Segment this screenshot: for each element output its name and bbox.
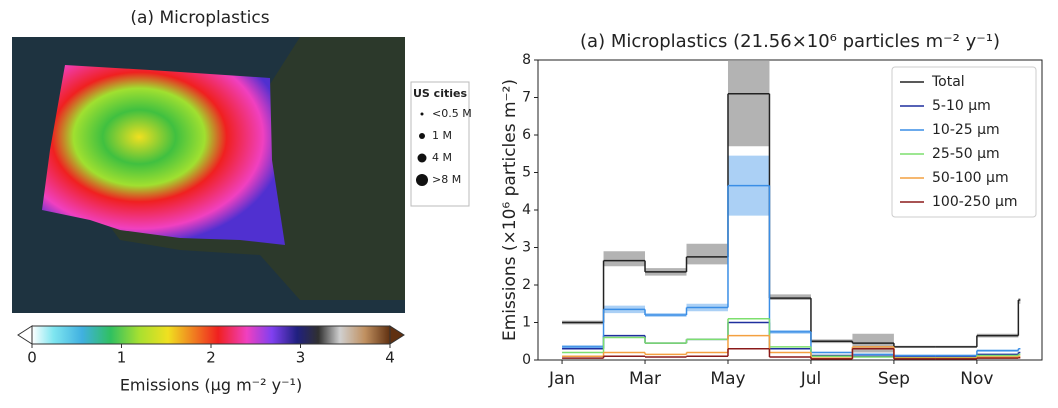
chart-title: (a) Microplastics (21.56×10⁶ particles m… — [580, 31, 1000, 52]
legend-label: 10-25 μm — [932, 122, 1000, 138]
y-tick-label: 6 — [522, 127, 531, 143]
legend-label: 25-50 μm — [932, 146, 1000, 162]
uncertainty-band — [603, 251, 646, 267]
uncertainty-band — [686, 243, 728, 265]
x-tick-label: Jul — [800, 369, 822, 389]
colorbar-tick-label: 4 — [385, 349, 395, 367]
map-title: (a) Microplastics — [130, 8, 269, 28]
y-tick-label: 8 — [522, 52, 531, 68]
y-tick-label: 3 — [522, 240, 531, 256]
legend-marker — [420, 112, 424, 116]
x-tick-label: Sep — [878, 369, 910, 389]
map-panel: (a) Microplastics US cities 0 1 2 3 4 Emissio… — [12, 8, 472, 395]
legend-title: US cities — [413, 87, 467, 100]
y-tick-label: 5 — [522, 165, 531, 181]
legend-label: 4 M — [432, 151, 452, 164]
y-tick-label: 7 — [522, 90, 531, 106]
emission-field — [42, 65, 285, 245]
x-tick-label: May — [710, 369, 745, 389]
uncertainty-band — [769, 294, 811, 300]
legend-label: Total — [931, 74, 965, 90]
colorbar-label: Emissions (μg m⁻² y⁻¹) — [120, 376, 302, 395]
legend-label: 1 M — [432, 129, 452, 142]
uncertainty-band — [1018, 298, 1021, 304]
city-legend — [410, 81, 470, 207]
colorbar-arrow — [389, 325, 405, 345]
y-axis-label: Emissions (×10⁶ particles m⁻²) — [500, 79, 520, 341]
y-tick-label: 2 — [522, 277, 531, 293]
y-tick-label: 1 — [522, 315, 531, 331]
x-tick-label: Jan — [548, 369, 575, 389]
legend-marker — [419, 133, 425, 139]
chart-panel: (a) Microplastics (21.56×10⁶ particles m… — [500, 31, 1043, 389]
legend-marker — [416, 174, 428, 186]
legend-label: 100-250 μm — [932, 194, 1018, 210]
legend-label: 50-100 μm — [932, 170, 1009, 186]
y-tick-label: 0 — [522, 352, 531, 368]
colorbar-tick-label: 0 — [27, 349, 37, 367]
legend-marker — [417, 153, 427, 163]
y-tick-label: 4 — [522, 202, 531, 218]
legend — [891, 66, 1037, 218]
x-tick-label: Mar — [629, 369, 661, 389]
legend-label: <0.5 M — [432, 107, 472, 120]
x-tick-label: Nov — [960, 369, 993, 389]
legend-label: >8 M — [432, 173, 461, 186]
colorbar-arrow — [17, 325, 33, 345]
colorbar-tick-label: 3 — [296, 349, 306, 367]
plot-layer — [562, 60, 1021, 360]
legend-label: 5-10 μm — [932, 98, 991, 114]
colorbar — [31, 325, 391, 345]
colorbar-tick-label: 1 — [117, 349, 127, 367]
colorbar-tick-label: 2 — [206, 349, 216, 367]
uncertainty-band — [727, 60, 770, 147]
